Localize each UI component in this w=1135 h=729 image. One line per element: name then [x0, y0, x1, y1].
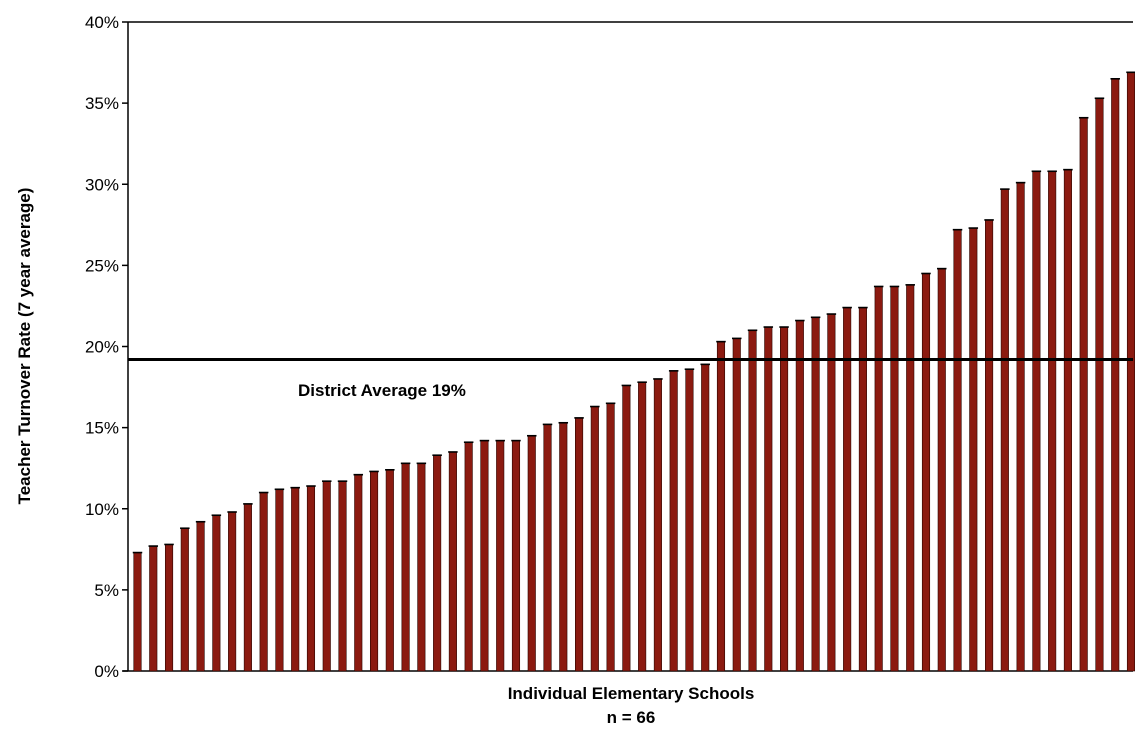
bar — [748, 329, 757, 672]
y-tick-label: 25% — [85, 256, 119, 275]
bar — [1000, 188, 1009, 672]
bar — [638, 381, 647, 672]
y-tick-label: 20% — [85, 338, 119, 357]
bar — [1048, 170, 1057, 672]
bar — [780, 326, 789, 672]
bar — [811, 316, 820, 672]
bar — [1032, 170, 1041, 672]
bar — [1095, 97, 1104, 672]
bar — [511, 440, 521, 672]
bar — [180, 527, 189, 672]
bar — [985, 219, 994, 672]
y-tick-label: 35% — [85, 94, 119, 113]
bar — [1111, 78, 1120, 672]
bar — [448, 451, 457, 672]
bar — [890, 286, 899, 672]
bar — [685, 368, 694, 672]
bar — [354, 474, 363, 672]
y-tick-label: 0% — [94, 662, 119, 681]
bar — [306, 485, 316, 672]
bar — [243, 503, 252, 672]
bar — [921, 273, 931, 672]
y-tick-label: 5% — [94, 581, 119, 600]
x-axis-title: Individual Elementary Schools — [508, 684, 755, 703]
bar — [385, 469, 394, 672]
bar — [701, 364, 710, 672]
district-average-label: District Average 19% — [298, 381, 466, 400]
bar — [338, 480, 347, 672]
bar — [401, 463, 410, 672]
bar — [843, 307, 852, 672]
bar — [732, 338, 741, 672]
bar — [212, 514, 221, 672]
bar — [1079, 117, 1088, 672]
bar — [575, 417, 584, 672]
bars — [132, 71, 1135, 672]
bar — [259, 492, 268, 672]
x-axis-subtitle: n = 66 — [607, 708, 656, 727]
bar — [480, 440, 489, 672]
bar — [906, 284, 915, 672]
bar — [795, 320, 804, 672]
bar — [527, 435, 536, 672]
bar — [590, 406, 599, 672]
bar — [464, 441, 473, 672]
bar — [716, 341, 726, 672]
bar — [322, 480, 331, 672]
bar — [149, 545, 158, 672]
bar — [827, 313, 836, 672]
bar — [874, 286, 883, 672]
bar — [196, 521, 205, 672]
bar — [606, 402, 615, 672]
y-tick-label: 30% — [85, 175, 119, 194]
bar — [969, 227, 978, 672]
bar — [369, 471, 379, 672]
bar — [433, 454, 442, 672]
bar — [622, 385, 631, 672]
bar — [653, 378, 662, 672]
bar — [291, 487, 300, 672]
bar — [1063, 169, 1072, 672]
bar — [1126, 71, 1135, 672]
bar — [164, 544, 174, 672]
y-tick-label: 40% — [85, 13, 119, 32]
bar — [559, 422, 568, 672]
bar — [858, 307, 867, 672]
bar — [496, 440, 505, 672]
y-tick-label: 15% — [85, 419, 119, 438]
y-axis-title: Teacher Turnover Rate (7 year average) — [15, 188, 34, 505]
bar — [937, 268, 946, 672]
bar — [133, 552, 142, 672]
bar — [953, 229, 962, 672]
y-tick-label: 10% — [85, 500, 119, 519]
bar — [543, 424, 552, 672]
bar — [669, 370, 678, 672]
bar — [417, 463, 426, 672]
bar — [1016, 182, 1025, 672]
bar — [764, 326, 773, 672]
bar — [275, 488, 284, 672]
bar — [228, 511, 237, 672]
